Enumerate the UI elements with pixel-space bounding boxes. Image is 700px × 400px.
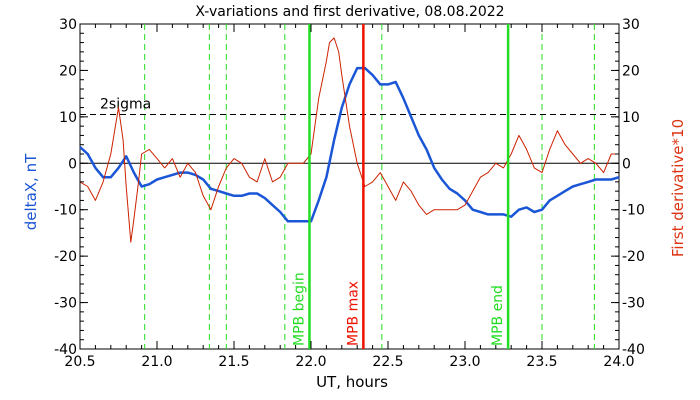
x-axis-title: UT, hours	[316, 373, 388, 391]
x-tick-label-6: 23.5	[526, 354, 557, 370]
y-tick-label-left-4: 0	[68, 156, 77, 172]
derivative-line	[79, 37, 619, 243]
y-tick-label-right-3: -10	[622, 203, 645, 219]
y-tick-label-right-2: -20	[622, 249, 645, 265]
y-tick-label-left-7: 30	[59, 17, 77, 33]
y-tick-label-left-1: -30	[54, 296, 77, 312]
plot-frame	[79, 23, 620, 350]
marker-label-0: MPB begin	[291, 272, 307, 346]
x-tick-label-3: 22.0	[295, 354, 326, 370]
y-tick-label-left-5: 10	[59, 110, 77, 126]
marker-label-1: MPB max	[345, 281, 361, 346]
x-tick-label-1: 21.0	[141, 354, 172, 370]
marker-label-2: MPB end	[490, 285, 506, 346]
right-axis-title: First derivative*10	[669, 119, 687, 257]
y-tick-label-right-6: 20	[622, 63, 640, 79]
x-tick-label-0: 20.5	[64, 354, 95, 370]
y-tick-label-right-0: -40	[622, 342, 645, 358]
y-tick-label-right-7: 30	[622, 17, 640, 33]
plot-area: 2sigma MPB begin MPB max MPB end 20.5 21.0 21.…	[54, 17, 645, 370]
y-tick-label-right-1: -30	[622, 296, 645, 312]
y-tick-label-right-5: 10	[622, 110, 640, 126]
left-axis-title: deltaX, nT	[22, 153, 40, 230]
deltax-line	[79, 66, 620, 223]
y-tick-label-left-6: 20	[59, 63, 77, 79]
y-tick-label-left-3: -10	[54, 203, 77, 219]
x-tick-label-2: 21.5	[218, 354, 249, 370]
y-tick-label-left-2: -20	[54, 249, 77, 265]
x-tick-label-7: 24.0	[603, 354, 634, 370]
x-tick-label-4: 22.5	[372, 354, 403, 370]
sigma-label: 2sigma	[100, 97, 151, 113]
y-tick-label-left-0: -40	[54, 342, 77, 358]
chart-title: X-variations and first derivative, 08.08…	[195, 4, 504, 20]
y-tick-label-right-4: 0	[622, 156, 631, 172]
x-tick-label-5: 23.0	[449, 354, 480, 370]
